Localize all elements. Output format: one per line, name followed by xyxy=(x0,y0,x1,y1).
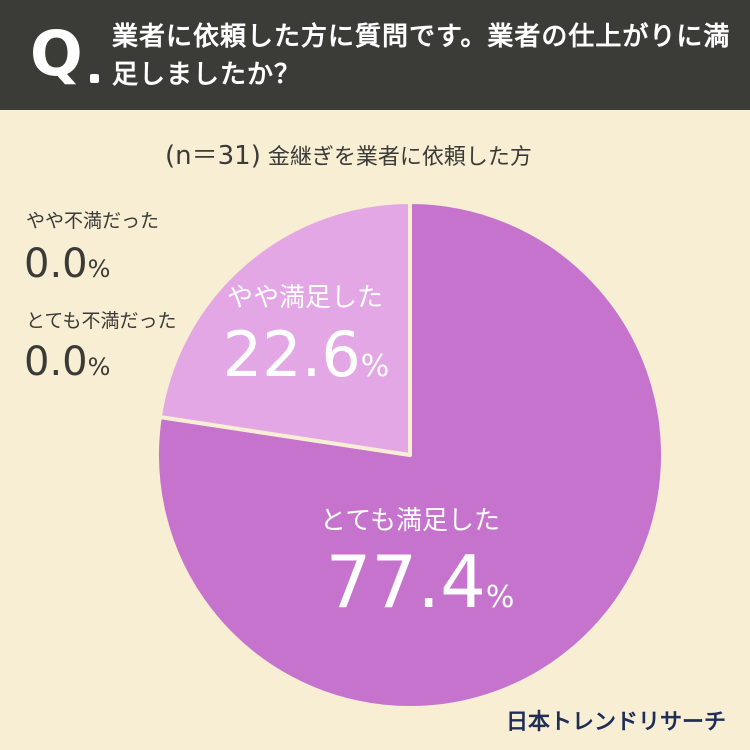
percent-sign: % xyxy=(87,255,111,283)
slice-label-very-dissatisfied: とても不満だった xyxy=(26,310,177,332)
percent-sign: % xyxy=(360,349,390,384)
slice-value-somewhat-dissatisfied: 0.0% xyxy=(24,240,110,293)
slice-value-very-dissatisfied: 0.0% xyxy=(24,338,110,391)
slice-label-somewhat-dissatisfied: やや不満だった xyxy=(26,210,160,232)
value-number: 0.0 xyxy=(24,241,88,287)
q-mark: Q xyxy=(30,17,83,90)
slice-label-very-satisfied: とても満足した xyxy=(320,506,500,536)
value-number: 0.0 xyxy=(24,339,88,385)
value-number: 22.6 xyxy=(222,318,361,391)
sample-size: (n＝31) xyxy=(165,141,261,171)
slice-value-very-satisfied: 77.4% xyxy=(300,540,540,640)
question-text: 業者に依頼した方に質問です。業者の仕上がりに満足しましたか？ xyxy=(112,22,731,90)
slice-label-somewhat-satisfied: やや満足した xyxy=(226,283,383,313)
brand-logo: 日本トレンドリサーチ xyxy=(505,710,726,735)
percent-sign: % xyxy=(485,580,515,615)
sample-description: 金継ぎを業者に依頼した方 xyxy=(267,145,532,170)
percent-sign: % xyxy=(87,353,111,381)
q-dot xyxy=(90,74,99,83)
slice-value-somewhat-satisfied: 22.6% xyxy=(196,318,416,404)
pie-slice-somewhat-satisfied xyxy=(157,200,412,457)
question-header: Q 業者に依頼した方に質問です。業者の仕上がりに満足しましたか？ xyxy=(0,0,750,110)
sample-info: (n＝31) 金継ぎを業者に依頼した方 xyxy=(165,140,532,174)
value-number: 77.4 xyxy=(325,540,486,624)
